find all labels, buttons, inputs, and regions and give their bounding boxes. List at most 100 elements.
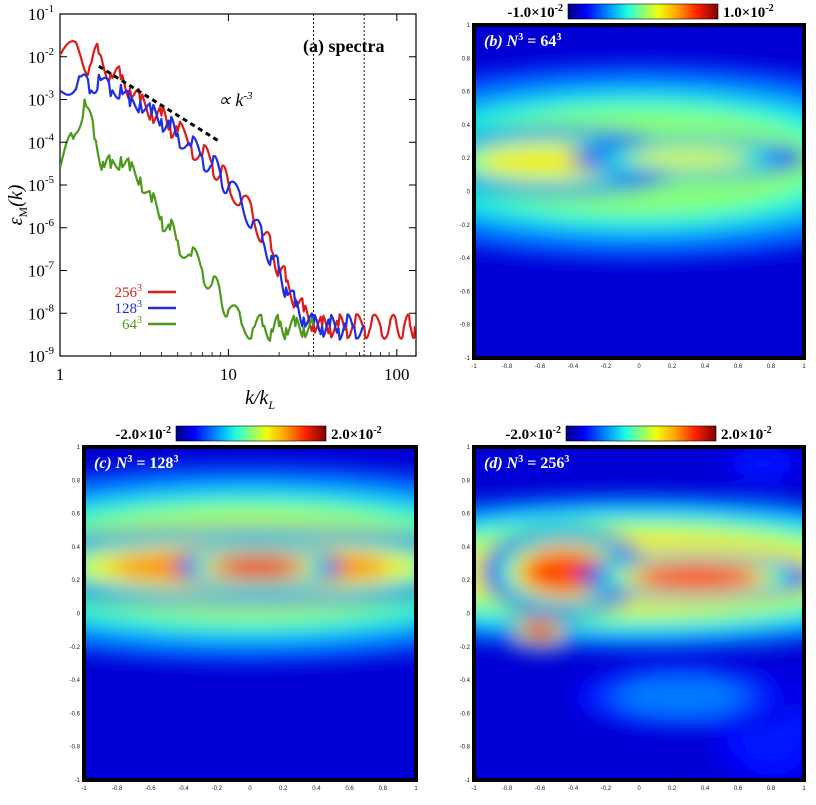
panel-a-frame xyxy=(60,14,416,356)
y-tick-label-8: 0.6 xyxy=(72,512,81,518)
y-tick-label-5: 10-4 xyxy=(28,131,55,152)
x-tick-label-10: 1 xyxy=(414,786,418,792)
x-tick-label-7: 0.4 xyxy=(701,786,710,792)
x-tick-label-6: 0.2 xyxy=(668,364,677,370)
x-tick-label-4: -0.2 xyxy=(601,786,612,792)
heatmap-contour-2 xyxy=(623,679,739,714)
y-tick-label-3: 10-6 xyxy=(28,217,55,238)
y-tick-label-0: -1 xyxy=(465,778,471,784)
x-tick-label-8: 0.6 xyxy=(734,786,743,792)
x-tick-label-1: -0.8 xyxy=(112,786,123,792)
y-tick-label-0: -1 xyxy=(465,356,471,362)
x-tick-label-0: 1 xyxy=(56,365,65,384)
y-tick-label-2: -0.6 xyxy=(460,289,471,295)
colorbar xyxy=(566,426,716,441)
x-tick-label-8: 0.6 xyxy=(345,786,354,792)
x-tick-label-3: -0.4 xyxy=(568,786,579,792)
panel-label: (b) N3 = 643 xyxy=(484,32,561,50)
panel-a-xlabel: k/kL xyxy=(245,387,275,412)
x-tick-label-0: -1 xyxy=(471,364,477,370)
colorbar-min-label: -2.0×10-2 xyxy=(505,425,561,443)
y-tick-label-9: 0.8 xyxy=(462,478,471,484)
y-tick-label-3: -0.4 xyxy=(460,678,471,684)
y-tick-label-6: 0.2 xyxy=(462,156,471,162)
heatmap-contour-2 xyxy=(218,556,299,577)
colorbar xyxy=(176,426,326,441)
x-tick-label-6: 0.2 xyxy=(279,786,288,792)
x-tick-label-4: -0.2 xyxy=(601,364,612,370)
heatmap-contour-5 xyxy=(740,452,786,475)
y-tick-label-3: -0.4 xyxy=(460,256,471,262)
panel-a-spectra: 1 10 100 10-9 10-8 10-7 10-6 10-5 10-4 10-3 10-2 10… xyxy=(5,3,416,412)
x-tick-label-1: -0.8 xyxy=(502,786,513,792)
y-tick-label-4: -0.2 xyxy=(460,645,471,651)
x-tick-label-5: 0 xyxy=(248,786,252,792)
panel-label: (d) N3 = 2563 xyxy=(484,454,569,472)
heatmap-contour-2 xyxy=(631,149,747,168)
y-tick-label-5: 0 xyxy=(467,190,471,196)
y-tick-label-5: 0 xyxy=(467,612,471,618)
x-tick-label-7: 0.4 xyxy=(312,786,321,792)
x-tick-label-10: 1 xyxy=(802,364,806,370)
y-tick-label-1: -0.8 xyxy=(460,323,471,329)
y-tick-label-7: 0.4 xyxy=(72,545,81,551)
y-tick-label-8: 0.6 xyxy=(462,512,471,518)
x-tick-label-2: -0.6 xyxy=(535,786,546,792)
y-tick-label-8: 10-1 xyxy=(28,3,54,24)
x-tick-label-0: -1 xyxy=(81,786,87,792)
panel-label: (c) N3 = 1283 xyxy=(94,454,178,472)
y-tick-label-9: 0.8 xyxy=(72,478,81,484)
x-tick-label-10: 1 xyxy=(802,786,806,792)
y-tick-label-4: -0.2 xyxy=(460,223,471,229)
y-tick-label-1: -0.8 xyxy=(460,745,471,751)
colorbar-max-label: 2.0×10-2 xyxy=(331,425,382,443)
y-tick-label-7: 10-2 xyxy=(28,46,54,67)
y-tick-label-10: 1 xyxy=(467,23,471,29)
y-tick-label-2: 10-7 xyxy=(28,260,55,281)
y-tick-label-8: 0.6 xyxy=(462,90,471,96)
y-tick-label-1: -0.8 xyxy=(70,745,81,751)
y-tick-label-6: 0.2 xyxy=(72,578,81,584)
x-tick-label-8: 0.6 xyxy=(734,364,743,370)
x-tick-label-6: 0.2 xyxy=(668,786,677,792)
x-tick-label-9: 0.8 xyxy=(379,786,388,792)
heatmap-contour-6 xyxy=(524,621,556,640)
y-tick-label-1: 10-8 xyxy=(28,302,55,323)
y-tick-label-4: 10-5 xyxy=(28,174,55,195)
y-tick-label-6: 0.2 xyxy=(462,578,471,584)
colorbar-max-label: 2.0×10-2 xyxy=(721,425,772,443)
y-tick-label-7: 0.4 xyxy=(462,545,471,551)
y-tick-label-0: -1 xyxy=(75,778,81,784)
x-tick-label-9: 0.8 xyxy=(767,364,776,370)
x-tick-label-7: 0.4 xyxy=(701,364,710,370)
y-tick-label-5: 0 xyxy=(77,612,81,618)
y-tick-label-6: 10-3 xyxy=(28,89,55,110)
x-tick-label-2: -0.6 xyxy=(535,364,546,370)
panel-a-ylabel: εM(k) xyxy=(5,184,30,225)
colorbar-min-label: -1.0×10-2 xyxy=(507,3,563,21)
y-tick-label-10: 1 xyxy=(467,445,471,451)
x-tick-label-9: 0.8 xyxy=(767,786,776,792)
x-tick-label-5: 0 xyxy=(637,364,641,370)
colorbar-max-label: 1.0×10-2 xyxy=(723,3,774,21)
y-tick-label-0: 10-9 xyxy=(28,345,55,366)
x-tick-label-1: -0.8 xyxy=(502,364,513,370)
heatmap-contour-4 xyxy=(639,565,755,588)
panel-a-title: (a) spectra xyxy=(303,36,384,57)
y-tick-label-3: -0.4 xyxy=(70,678,81,684)
y-tick-label-4: -0.2 xyxy=(70,645,81,651)
x-tick-label-3: -0.4 xyxy=(178,786,189,792)
x-tick-label-3: -0.4 xyxy=(568,364,579,370)
x-tick-label-2: -0.6 xyxy=(145,786,156,792)
x-tick-label-4: -0.2 xyxy=(212,786,223,792)
y-tick-label-9: 0.8 xyxy=(462,56,471,62)
colorbar-min-label: -2.0×10-2 xyxy=(115,425,171,443)
x-tick-label-0: -1 xyxy=(471,786,477,792)
x-tick-label-2: 100 xyxy=(384,365,410,384)
y-tick-label-2: -0.6 xyxy=(70,711,81,717)
y-tick-label-7: 0.4 xyxy=(462,123,471,129)
x-tick-label-5: 0 xyxy=(637,786,641,792)
y-tick-label-10: 1 xyxy=(77,445,81,451)
x-tick-label-1: 10 xyxy=(220,365,237,384)
